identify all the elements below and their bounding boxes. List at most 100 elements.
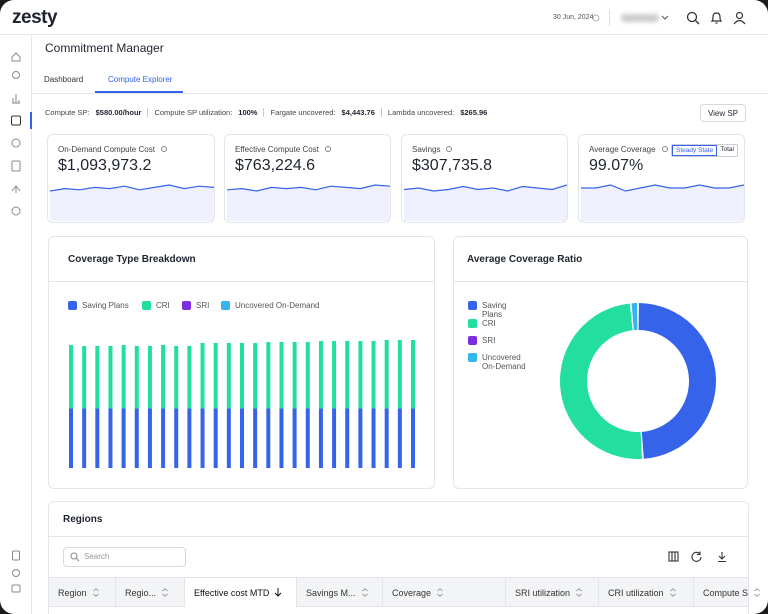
nav-docs[interactable] [12, 550, 20, 561]
top-bar [0, 0, 768, 35]
date-icon [592, 14, 600, 22]
column-header[interactable]: Savings M... [297, 578, 383, 607]
bar-segment [384, 408, 389, 468]
column-header[interactable]: Coverage [383, 578, 506, 607]
bar-segment [69, 408, 73, 468]
legend-item: Uncovered On-Demand [468, 353, 528, 371]
card-title: Average Coverage Ratio [467, 254, 583, 265]
bar-segment [200, 408, 205, 468]
search-icon [70, 552, 80, 562]
sparkline-line [581, 184, 744, 192]
search-icon[interactable] [686, 11, 700, 25]
bar-segment [345, 340, 350, 409]
bar-segment [358, 340, 363, 409]
divider [609, 10, 610, 26]
nav-commitments[interactable] [11, 115, 21, 126]
bell-icon[interactable] [710, 11, 723, 25]
column-header[interactable]: SRI utilization [506, 578, 599, 607]
sparkline [581, 184, 744, 221]
separator [263, 108, 265, 117]
info-icon [661, 146, 668, 152]
bar-segment [187, 345, 192, 409]
bar-segment [134, 408, 139, 468]
bar-segment [305, 341, 310, 409]
legend-label: CRI [482, 319, 496, 328]
nav-gear[interactable] [11, 206, 21, 216]
nav-flow[interactable] [11, 185, 21, 193]
summary-value: $580.00/hour [95, 108, 142, 117]
card-title: Coverage Type Breakdown [68, 254, 196, 265]
account-name[interactable] [621, 14, 659, 22]
nav-reports[interactable] [12, 94, 20, 104]
bar-segment [411, 340, 415, 409]
nav-settings-a[interactable] [11, 138, 21, 148]
nav-insights[interactable] [12, 71, 20, 79]
nav-panel[interactable] [11, 584, 21, 593]
bar-segment [292, 341, 297, 409]
nav-active-indicator [30, 112, 32, 129]
legend-item: Saving Plans [68, 301, 129, 310]
sort-glyph [92, 588, 99, 597]
bar-segment [318, 340, 323, 409]
column-header[interactable]: Region [49, 578, 116, 607]
bar-segment [226, 342, 231, 409]
legend-label: Saving Plans [482, 301, 507, 319]
legend-label: CRI [156, 301, 170, 310]
view-sp-button[interactable]: View SP [700, 104, 746, 122]
card-divider [454, 281, 747, 282]
tab[interactable]: Dashboard [44, 75, 84, 84]
bar-segment [134, 345, 139, 409]
legend-label: SRI [482, 336, 496, 345]
bar-segment [279, 408, 284, 468]
table-header: Region Regio... Effective cost MTD Savings … [49, 577, 760, 607]
kpi-label: Average Coverage [589, 145, 656, 154]
bar-segment [305, 408, 310, 468]
search-box[interactable] [63, 547, 186, 567]
dropdown-icon[interactable] [661, 14, 669, 22]
column-title: Effective cost MTD [194, 587, 270, 598]
nav-storage[interactable] [11, 160, 21, 172]
kpi-label: Savings [412, 145, 441, 154]
user-icon[interactable] [733, 11, 746, 25]
column-header[interactable]: CRI utilization [599, 578, 694, 607]
column-title: Compute S [703, 587, 749, 598]
column-header[interactable]: Regio... [116, 578, 185, 607]
bar-segment [108, 408, 113, 468]
toggle: Steady State Total [671, 144, 738, 157]
bar-segment [174, 345, 179, 409]
summary-label: Fargate uncovered: [270, 108, 336, 117]
regions-card: Regions Search Region Regio... Effective c… [48, 501, 760, 614]
sort-icon [162, 588, 168, 597]
refresh-button[interactable] [691, 551, 702, 562]
date[interactable]: 30 Jun, 2024 [553, 14, 594, 21]
card-title: Regions [63, 514, 103, 525]
bar-segment [345, 408, 350, 468]
bar-segment [82, 408, 87, 468]
toggle-option[interactable]: Steady State [672, 145, 718, 156]
summary-value: $4,443.76 [341, 108, 375, 117]
sort-icon [576, 588, 582, 597]
card-divider [49, 536, 748, 537]
kpi-value: $763,224.6 [235, 157, 316, 174]
bar-segment [332, 340, 337, 409]
download-button[interactable] [718, 552, 726, 563]
column-title: CRI utilization [608, 587, 664, 598]
nav-globe[interactable] [12, 569, 20, 577]
bar-segment [69, 344, 73, 409]
columns-button[interactable] [668, 551, 679, 562]
bar-segment [240, 342, 244, 409]
logo[interactable]: zesty [12, 7, 58, 28]
sort-glyph [437, 588, 443, 597]
column-title: Region [58, 587, 87, 598]
tab-active[interactable]: Compute Explorer [108, 75, 173, 84]
kpi-value: $1,093,973.2 [58, 157, 152, 174]
sort-icon [669, 588, 676, 597]
sparkline-area [404, 185, 567, 221]
column-header[interactable]: Effective cost MTD [185, 578, 297, 607]
toggle-option[interactable]: Total [720, 146, 734, 153]
column-header[interactable]: Compute S [694, 578, 768, 607]
coverage-breakdown-card: Coverage Type Breakdown Saving Plans CRI S… [48, 236, 435, 489]
summary-value: $265.96 [460, 108, 488, 117]
sparkline-line [50, 184, 214, 192]
nav-home[interactable] [11, 52, 21, 62]
